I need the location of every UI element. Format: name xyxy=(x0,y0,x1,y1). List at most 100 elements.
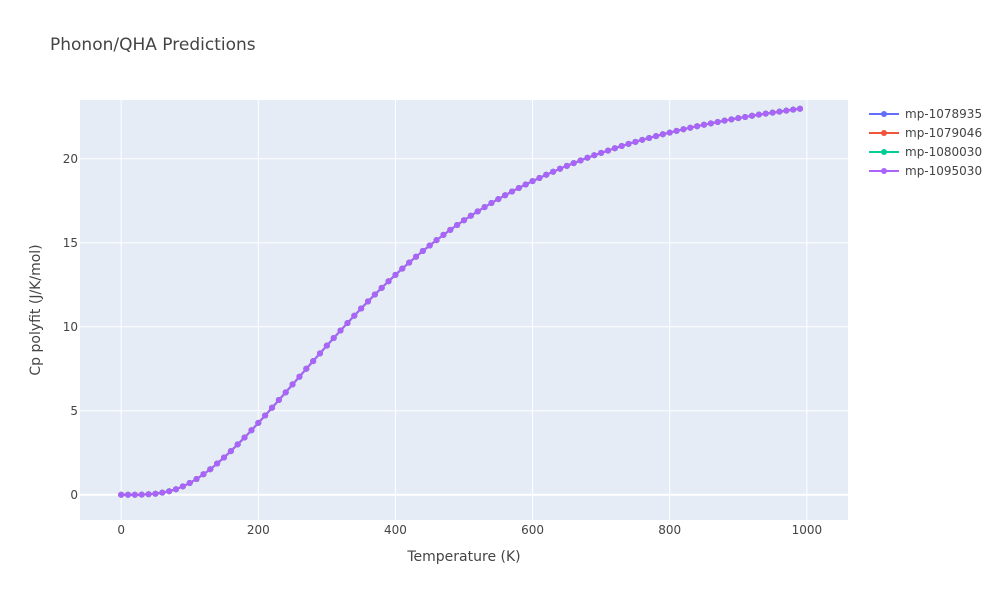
legend-swatch-marker xyxy=(881,149,887,155)
data-point xyxy=(509,188,515,195)
data-point xyxy=(193,476,200,483)
data-point xyxy=(742,113,749,120)
data-point xyxy=(207,466,214,473)
y-tick-label: 15 xyxy=(63,236,78,250)
data-point xyxy=(378,284,385,291)
data-point xyxy=(502,192,509,199)
data-point xyxy=(152,490,159,497)
legend-label: mp-1095030 xyxy=(905,164,982,178)
legend-label: mp-1078935 xyxy=(905,107,982,121)
data-point xyxy=(159,489,166,496)
data-point xyxy=(680,126,687,133)
data-point xyxy=(536,174,543,181)
y-tick-label: 20 xyxy=(63,152,78,166)
data-point xyxy=(728,116,735,123)
data-point xyxy=(186,480,193,487)
data-point xyxy=(762,110,769,117)
data-point xyxy=(399,265,406,272)
data-point xyxy=(303,365,310,372)
data-point xyxy=(385,278,392,285)
data-point xyxy=(694,123,701,130)
data-point xyxy=(461,217,467,224)
data-point xyxy=(495,196,502,203)
legend-swatch-marker xyxy=(881,168,887,174)
data-point xyxy=(317,350,323,357)
data-point xyxy=(440,231,447,238)
x-tick-label: 600 xyxy=(521,523,544,537)
data-point xyxy=(749,112,755,119)
data-point xyxy=(625,140,632,147)
y-tick-label: 10 xyxy=(63,320,78,334)
data-point xyxy=(413,253,419,260)
data-point xyxy=(632,138,639,145)
data-point xyxy=(790,106,797,113)
data-point xyxy=(522,181,529,188)
data-point xyxy=(591,152,598,159)
data-point xyxy=(118,491,125,498)
data-point xyxy=(584,154,591,161)
y-tick-label: 5 xyxy=(70,404,78,418)
data-point xyxy=(269,404,275,411)
data-point xyxy=(543,171,550,178)
x-tick-label: 1000 xyxy=(792,523,823,537)
legend-item[interactable]: mp-1078935 xyxy=(869,107,982,121)
data-point xyxy=(735,115,742,122)
x-tick-label: 400 xyxy=(384,523,407,537)
data-point xyxy=(214,460,221,467)
grid-lines xyxy=(80,100,848,520)
data-point xyxy=(797,105,803,112)
data-point xyxy=(467,212,474,219)
data-point xyxy=(666,129,673,136)
data-point xyxy=(447,226,454,233)
data-point xyxy=(131,491,138,498)
data-point xyxy=(289,381,296,388)
data-point xyxy=(406,259,413,266)
data-point xyxy=(618,143,625,150)
x-tick-label: 200 xyxy=(247,523,270,537)
data-point xyxy=(351,312,358,319)
x-tick-label: 800 xyxy=(658,523,681,537)
data-point xyxy=(701,121,707,128)
data-point xyxy=(330,335,337,342)
legend-item[interactable]: mp-1095030 xyxy=(869,164,982,178)
data-point xyxy=(481,204,488,211)
data-point xyxy=(474,208,481,215)
data-point xyxy=(227,448,234,455)
data-point xyxy=(275,397,282,404)
data-point xyxy=(598,149,605,156)
data-point xyxy=(241,434,248,441)
data-point xyxy=(248,427,255,434)
y-axis-title: Cp polyfit (J/K/mol) xyxy=(28,244,44,375)
legend-label: mp-1079046 xyxy=(905,126,982,140)
data-point xyxy=(221,454,227,461)
data-point xyxy=(365,298,371,305)
data-point xyxy=(673,127,680,134)
data-point xyxy=(145,491,152,498)
y-tick-labels: 0 5 10 15 20 xyxy=(63,152,78,502)
data-point xyxy=(234,441,241,448)
data-point xyxy=(125,491,131,498)
chart-title: Phonon/QHA Predictions xyxy=(50,35,256,55)
data-point xyxy=(323,342,330,349)
data-point xyxy=(282,389,289,396)
legend-swatch-marker xyxy=(881,130,887,136)
data-point xyxy=(605,147,611,154)
legend-item[interactable]: mp-1080030 xyxy=(869,145,982,159)
data-point xyxy=(529,178,536,185)
data-point xyxy=(659,131,666,138)
data-point xyxy=(419,248,426,255)
data-point xyxy=(310,358,317,365)
data-point xyxy=(687,124,694,131)
data-point xyxy=(563,162,570,169)
data-point xyxy=(755,111,762,118)
data-point xyxy=(371,291,378,298)
legend-item[interactable]: mp-1079046 xyxy=(869,126,982,140)
data-point xyxy=(570,160,577,167)
data-point xyxy=(337,327,344,334)
data-point xyxy=(138,491,145,498)
data-point xyxy=(358,305,365,312)
data-point xyxy=(344,320,351,327)
data-point xyxy=(200,471,207,478)
x-tick-labels: 0 200 400 600 800 1000 xyxy=(117,523,822,537)
legend-swatch-marker xyxy=(881,111,887,117)
